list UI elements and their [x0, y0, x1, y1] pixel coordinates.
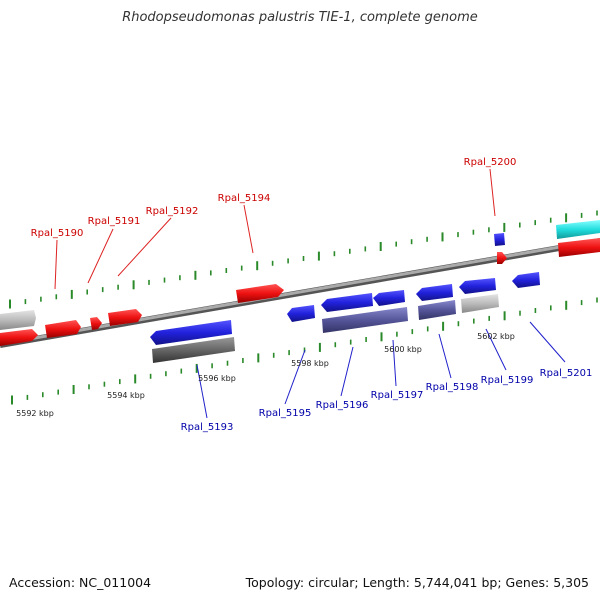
gene-label[interactable]: Rpal_5193 [181, 422, 234, 433]
gene-arrow[interactable] [321, 293, 373, 312]
gene-arrow[interactable] [461, 294, 499, 313]
gene-label[interactable]: Rpal_5196 [316, 400, 369, 411]
scale-label: 5600 kbp [384, 345, 422, 354]
gene-label[interactable]: Rpal_5199 [481, 375, 534, 386]
gene-arrow[interactable] [236, 284, 284, 303]
gene-label[interactable]: Rpal_5198 [426, 382, 479, 393]
gene-arrow[interactable] [497, 252, 507, 264]
scale-label: 5602 kbp [477, 332, 515, 341]
upper-tick-row [9, 210, 598, 309]
leader-lines-reverse [196, 321, 566, 419]
gene-arrow[interactable] [0, 310, 36, 330]
gene-arrow[interactable] [494, 233, 505, 246]
scale-label: 5592 kbp [16, 409, 54, 418]
gene-label[interactable]: Rpal_5194 [218, 193, 271, 204]
scale-label: 5594 kbp [107, 391, 145, 400]
scale-label: 5598 kbp [291, 359, 329, 368]
scale-label: 5596 kbp [198, 374, 236, 383]
gene-label[interactable]: Rpal_5190 [31, 228, 84, 239]
map-title: Rhodopseudomonas palustris TIE-1, comple… [122, 10, 478, 25]
gene-arrow[interactable] [558, 238, 600, 257]
gene-arrow[interactable] [459, 278, 496, 294]
lower-tick-row [11, 297, 598, 405]
gene-label[interactable]: Rpal_5195 [259, 408, 312, 419]
gene-arrow[interactable] [512, 272, 540, 288]
accession-label: Accession: NC_011004 [9, 575, 152, 590]
gene-arrow[interactable] [150, 320, 232, 345]
forward-genes [0, 220, 600, 346]
reverse-gene-labels: Rpal_5193 Rpal_5195 Rpal_5196 Rpal_5197 … [181, 368, 593, 433]
gene-arrow[interactable] [287, 305, 315, 322]
gene-label[interactable]: Rpal_5191 [88, 216, 141, 227]
gene-arrow[interactable] [418, 300, 456, 320]
gene-label[interactable]: Rpal_5201 [540, 368, 593, 379]
scale-labels: 5592 kbp 5594 kbp 5596 kbp 5598 kbp 5600… [16, 332, 515, 418]
genome-backbone [0, 238, 600, 348]
gene-label[interactable]: Rpal_5197 [371, 390, 424, 401]
leader-lines-forward [54, 168, 496, 290]
gene-arrow[interactable] [0, 329, 38, 346]
gene-label[interactable]: Rpal_5200 [464, 157, 517, 168]
reverse-genes [150, 233, 540, 363]
gene-label[interactable]: Rpal_5192 [146, 206, 199, 217]
gene-arrow[interactable] [90, 317, 102, 330]
gene-arrow[interactable] [373, 290, 405, 306]
gene-arrow[interactable] [152, 337, 235, 363]
gene-arrow[interactable] [556, 220, 600, 239]
gene-arrow[interactable] [322, 307, 408, 333]
gene-arrow[interactable] [416, 284, 453, 301]
forward-gene-labels: Rpal_5190 Rpal_5191 Rpal_5192 Rpal_5194 … [31, 157, 517, 239]
gene-arrow[interactable] [108, 309, 142, 326]
topology-label: Topology: circular; Length: 5,744,041 bp… [245, 575, 589, 590]
gene-arrow[interactable] [45, 320, 81, 338]
